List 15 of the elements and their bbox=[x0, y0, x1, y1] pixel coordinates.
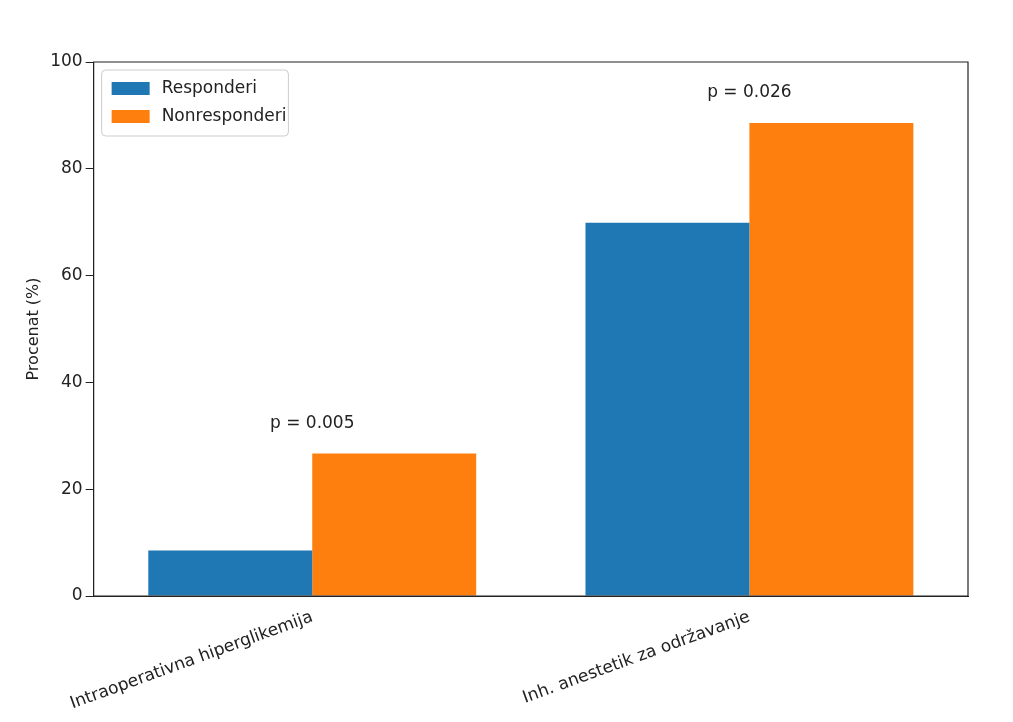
bar bbox=[585, 222, 750, 596]
bar bbox=[749, 122, 914, 596]
y-tick-label: 80 bbox=[61, 157, 83, 178]
legend-label: Nonresponderi bbox=[161, 105, 287, 126]
bar bbox=[148, 550, 313, 596]
annotation: p = 0.005 bbox=[269, 411, 355, 432]
y-axis-title: Procenat (%) bbox=[22, 277, 42, 381]
annotation: p = 0.026 bbox=[707, 81, 792, 102]
y-tick-label: 60 bbox=[61, 264, 83, 285]
y-tick-label: 0 bbox=[71, 584, 83, 605]
y-tick-label: 100 bbox=[50, 50, 83, 71]
y-tick-label: 40 bbox=[61, 370, 83, 391]
bar bbox=[312, 453, 477, 596]
legend-label: Responderi bbox=[161, 77, 257, 98]
y-tick-label: 20 bbox=[61, 477, 83, 498]
